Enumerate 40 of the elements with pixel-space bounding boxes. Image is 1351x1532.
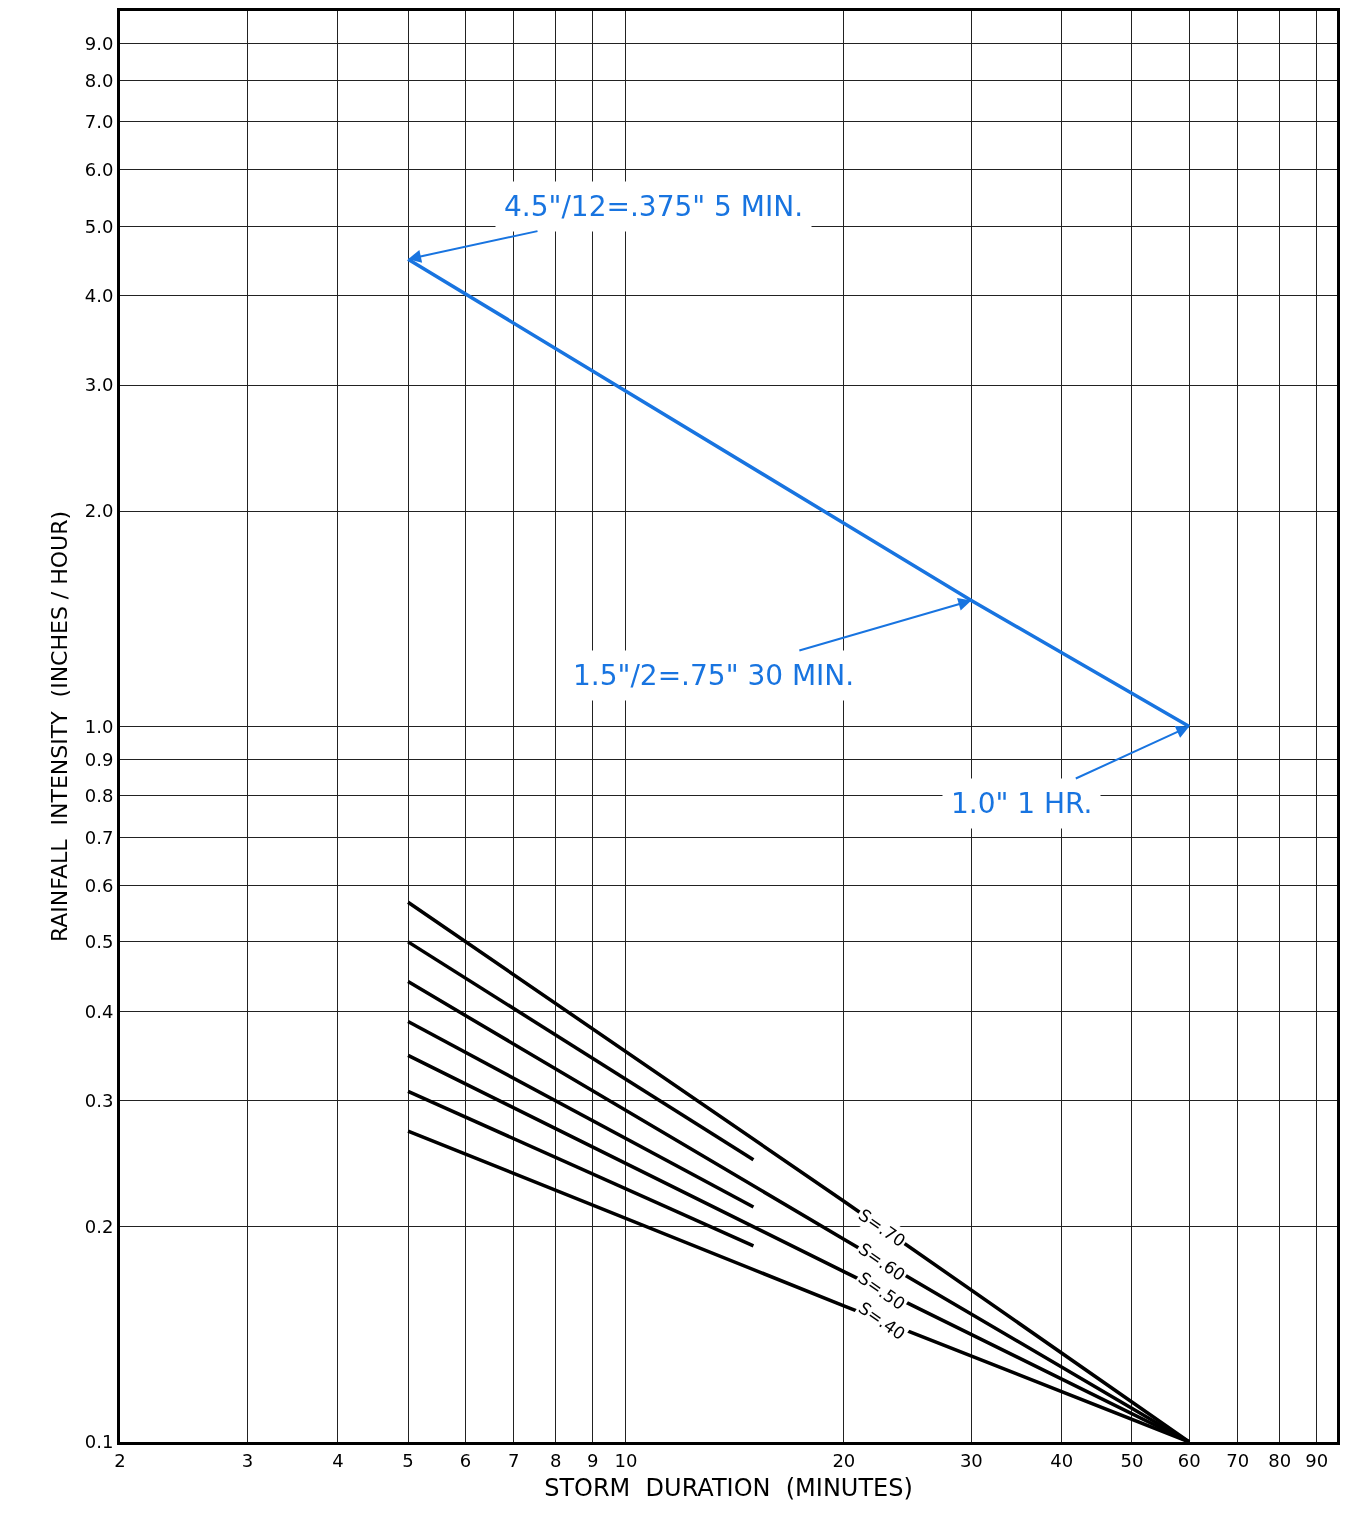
x-axis-title: STORM DURATION (MINUTES) xyxy=(544,1473,913,1502)
y-tick-label: 0.2 xyxy=(84,1215,114,1237)
x-tick-label: 70 xyxy=(1226,1449,1250,1471)
x-tick-label: 9 xyxy=(587,1449,599,1471)
y-tick-label: 0.4 xyxy=(84,1000,114,1022)
annotation: 4.5"/12=.375" 5 MIN. xyxy=(504,190,804,223)
y-tick-label: 7.0 xyxy=(84,111,114,133)
y-tick-label: 0.9 xyxy=(84,748,114,770)
x-tick-label: 80 xyxy=(1268,1449,1292,1471)
annotation: 1.0" 1 HR. xyxy=(951,787,1093,820)
y-tick-label: 0.3 xyxy=(84,1089,114,1111)
y-tick-label: 2.0 xyxy=(84,500,114,522)
x-tick-label: 50 xyxy=(1120,1449,1144,1471)
y-tick-label: 0.1 xyxy=(84,1431,114,1453)
y-tick-label: 6.0 xyxy=(84,159,114,181)
y-tick-label: 1.0 xyxy=(84,715,114,737)
y-tick-label: 0.7 xyxy=(84,826,114,848)
x-tick-label: 5 xyxy=(402,1449,414,1471)
y-tick-label: 3.0 xyxy=(84,374,114,396)
x-tick-label: 8 xyxy=(550,1449,562,1471)
y-tick-label: 4.0 xyxy=(84,285,114,307)
x-tick-label: 20 xyxy=(832,1449,856,1471)
x-tick-label: 2 xyxy=(114,1449,126,1471)
annotation: 1.5"/2=.75" 30 MIN. xyxy=(573,659,855,692)
x-tick-label: 30 xyxy=(959,1449,983,1471)
x-tick-label: 7 xyxy=(508,1449,520,1471)
y-tick-label: 9.0 xyxy=(84,33,114,55)
y-tick-label: 0.5 xyxy=(84,931,114,953)
y-axis-title: RAINFALL INTENSITY (INCHES / HOUR) xyxy=(46,510,72,943)
x-tick-label: 60 xyxy=(1177,1449,1201,1471)
x-tick-label: 3 xyxy=(241,1449,254,1471)
x-tick-label: 4 xyxy=(332,1449,344,1471)
y-tick-label: 8.0 xyxy=(84,69,114,91)
x-tick-label: 90 xyxy=(1305,1449,1329,1471)
y-tick-label: 5.0 xyxy=(84,215,114,237)
x-tick-label: 6 xyxy=(459,1449,472,1471)
y-tick-label: 0.8 xyxy=(84,785,114,807)
y-tick-label: 0.6 xyxy=(84,874,114,896)
x-tick-label: 10 xyxy=(614,1449,638,1471)
x-tick-label: 40 xyxy=(1050,1449,1074,1471)
